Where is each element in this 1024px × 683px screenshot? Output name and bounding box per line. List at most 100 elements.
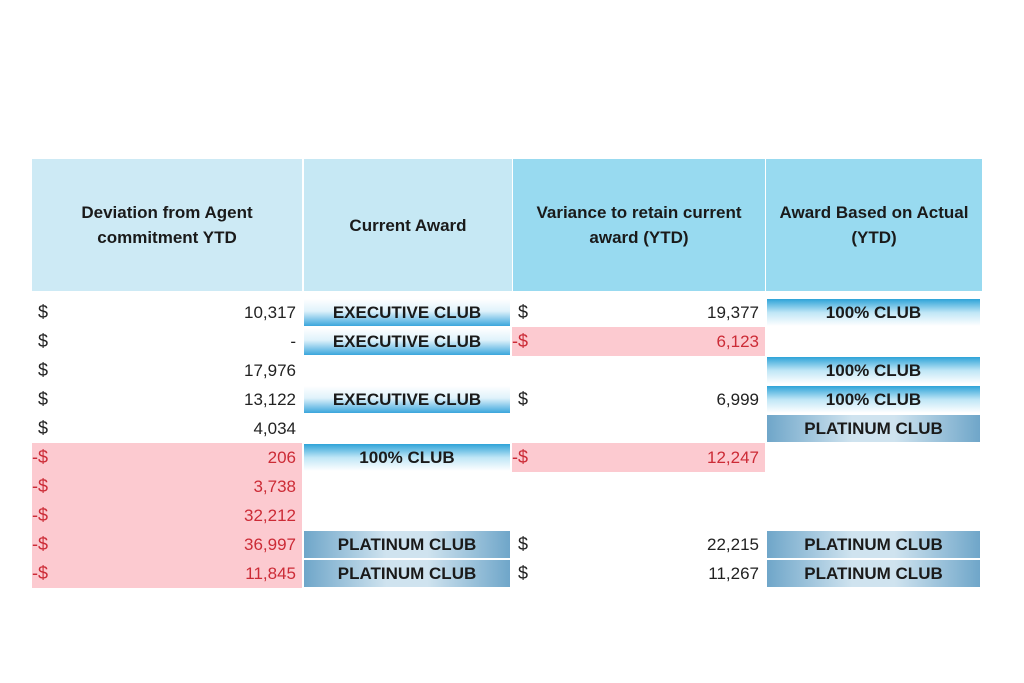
deviation-value: 3,738 xyxy=(253,476,296,496)
current-award-badge xyxy=(304,357,510,384)
deviation-value: 36,997 xyxy=(244,534,296,554)
currency-symbol: $ xyxy=(518,302,529,322)
currency-symbol: $ xyxy=(518,389,529,409)
award-actual-cell xyxy=(765,327,982,356)
table-row: $ - EXECUTIVE CLUB -$ 6,123 xyxy=(32,327,982,356)
award-actual-cell: 100% CLUB xyxy=(765,298,982,327)
current-award-badge: PLATINUM CLUB xyxy=(304,560,510,587)
award-actual-cell xyxy=(765,472,982,501)
current-award-badge: EXECUTIVE CLUB xyxy=(304,328,510,355)
award-actual-badge xyxy=(767,473,980,500)
current-award-cell xyxy=(302,472,512,501)
currency-symbol: -$ xyxy=(32,447,49,467)
table-row: $10,317 EXECUTIVE CLUB $19,377 100% CLUB xyxy=(32,298,982,327)
currency-symbol: $ xyxy=(38,360,49,380)
variance-cell: $19,377 xyxy=(512,298,765,327)
variance-value: 22,215 xyxy=(707,534,759,554)
currency-symbol: $ xyxy=(38,389,49,409)
variance-cell xyxy=(512,472,765,501)
currency-symbol: $ xyxy=(38,331,49,351)
award-actual-badge: 100% CLUB xyxy=(767,357,980,384)
table-row: -$ 3,738 xyxy=(32,472,982,501)
award-actual-badge xyxy=(767,328,980,355)
currency-symbol: $ xyxy=(518,534,529,554)
deviation-cell: $10,317 xyxy=(32,298,302,327)
deviation-cell: -$ 36,997 xyxy=(32,530,302,559)
award-actual-badge xyxy=(767,444,980,471)
currency-symbol: -$ xyxy=(32,534,49,554)
variance-cell: -$ 6,123 xyxy=(512,327,765,356)
deviation-cell: -$ 206 xyxy=(32,443,302,472)
table-row: $4,034 PLATINUM CLUB xyxy=(32,414,982,443)
current-award-cell: PLATINUM CLUB xyxy=(302,530,512,559)
currency-symbol: -$ xyxy=(32,563,49,583)
deviation-value: 17,976 xyxy=(244,360,296,380)
variance-value: 12,247 xyxy=(707,447,759,467)
header-row: Deviation from Agent commitment YTD Curr… xyxy=(32,159,982,291)
current-award-badge: EXECUTIVE CLUB xyxy=(304,299,510,326)
deviation-value: 13,122 xyxy=(244,389,296,409)
table-row: -$ 32,212 xyxy=(32,501,982,530)
deviation-value: 10,317 xyxy=(244,302,296,322)
award-actual-cell: 100% CLUB xyxy=(765,356,982,385)
table-row: -$ 11,845 PLATINUM CLUB $11,267 PLATINUM CLU… xyxy=(32,559,982,588)
currency-symbol: -$ xyxy=(512,447,529,467)
currency-symbol: -$ xyxy=(32,505,49,525)
table-row: -$ 206 100% CLUB -$ 12,247 xyxy=(32,443,982,472)
current-award-badge xyxy=(304,473,510,500)
currency-symbol: -$ xyxy=(512,331,529,351)
variance-value: 6,123 xyxy=(716,331,759,351)
deviation-cell: $17,976 xyxy=(32,356,302,385)
award-actual-badge: PLATINUM CLUB xyxy=(767,560,980,587)
variance-value: 19,377 xyxy=(707,302,759,322)
currency-symbol: $ xyxy=(518,563,529,583)
award-actual-cell: PLATINUM CLUB xyxy=(765,414,982,443)
variance-cell: $22,215 xyxy=(512,530,765,559)
award-actual-badge xyxy=(767,502,980,529)
variance-cell: $11,267 xyxy=(512,559,765,588)
deviation-cell: -$ 11,845 xyxy=(32,559,302,588)
current-award-cell: 100% CLUB xyxy=(302,443,512,472)
deviation-cell: $ - xyxy=(32,327,302,356)
table-row: $13,122 EXECUTIVE CLUB $6,999 100% CLUB xyxy=(32,385,982,414)
current-award-cell: EXECUTIVE CLUB xyxy=(302,298,512,327)
award-actual-cell xyxy=(765,443,982,472)
deviation-value: 206 xyxy=(267,447,296,467)
current-award-cell xyxy=(302,501,512,530)
variance-cell xyxy=(512,356,765,385)
award-actual-badge: PLATINUM CLUB xyxy=(767,415,980,442)
award-actual-badge: PLATINUM CLUB xyxy=(767,531,980,558)
award-table: Deviation from Agent commitment YTD Curr… xyxy=(32,159,982,588)
current-award-cell: EXECUTIVE CLUB xyxy=(302,327,512,356)
variance-cell: -$ 12,247 xyxy=(512,443,765,472)
award-actual-cell xyxy=(765,501,982,530)
current-award-badge: EXECUTIVE CLUB xyxy=(304,386,510,413)
deviation-value: - xyxy=(290,331,296,351)
deviation-cell: $4,034 xyxy=(32,414,302,443)
current-award-cell: EXECUTIVE CLUB xyxy=(302,385,512,414)
currency-symbol: -$ xyxy=(32,476,49,496)
current-award-cell xyxy=(302,414,512,443)
current-award-cell: PLATINUM CLUB xyxy=(302,559,512,588)
variance-value: 11,267 xyxy=(708,563,759,583)
variance-cell xyxy=(512,414,765,443)
deviation-value: 11,845 xyxy=(245,563,296,583)
award-actual-cell: PLATINUM CLUB xyxy=(765,559,982,588)
award-actual-badge: 100% CLUB xyxy=(767,299,980,326)
current-award-badge xyxy=(304,415,510,442)
award-actual-badge: 100% CLUB xyxy=(767,386,980,413)
variance-cell xyxy=(512,501,765,530)
header-current-award: Current Award xyxy=(304,159,512,291)
table-row: $17,976 100% CLUB xyxy=(32,356,982,385)
deviation-value: 4,034 xyxy=(253,418,296,438)
current-award-badge: PLATINUM CLUB xyxy=(304,531,510,558)
header-variance: Variance to retain current award (YTD) xyxy=(513,159,765,291)
deviation-cell: $13,122 xyxy=(32,385,302,414)
deviation-cell: -$ 3,738 xyxy=(32,472,302,501)
award-actual-cell: PLATINUM CLUB xyxy=(765,530,982,559)
variance-cell: $6,999 xyxy=(512,385,765,414)
variance-value: 6,999 xyxy=(716,389,759,409)
header-award-actual: Award Based on Actual (YTD) xyxy=(766,159,982,291)
deviation-cell: -$ 32,212 xyxy=(32,501,302,530)
deviation-value: 32,212 xyxy=(244,505,296,525)
